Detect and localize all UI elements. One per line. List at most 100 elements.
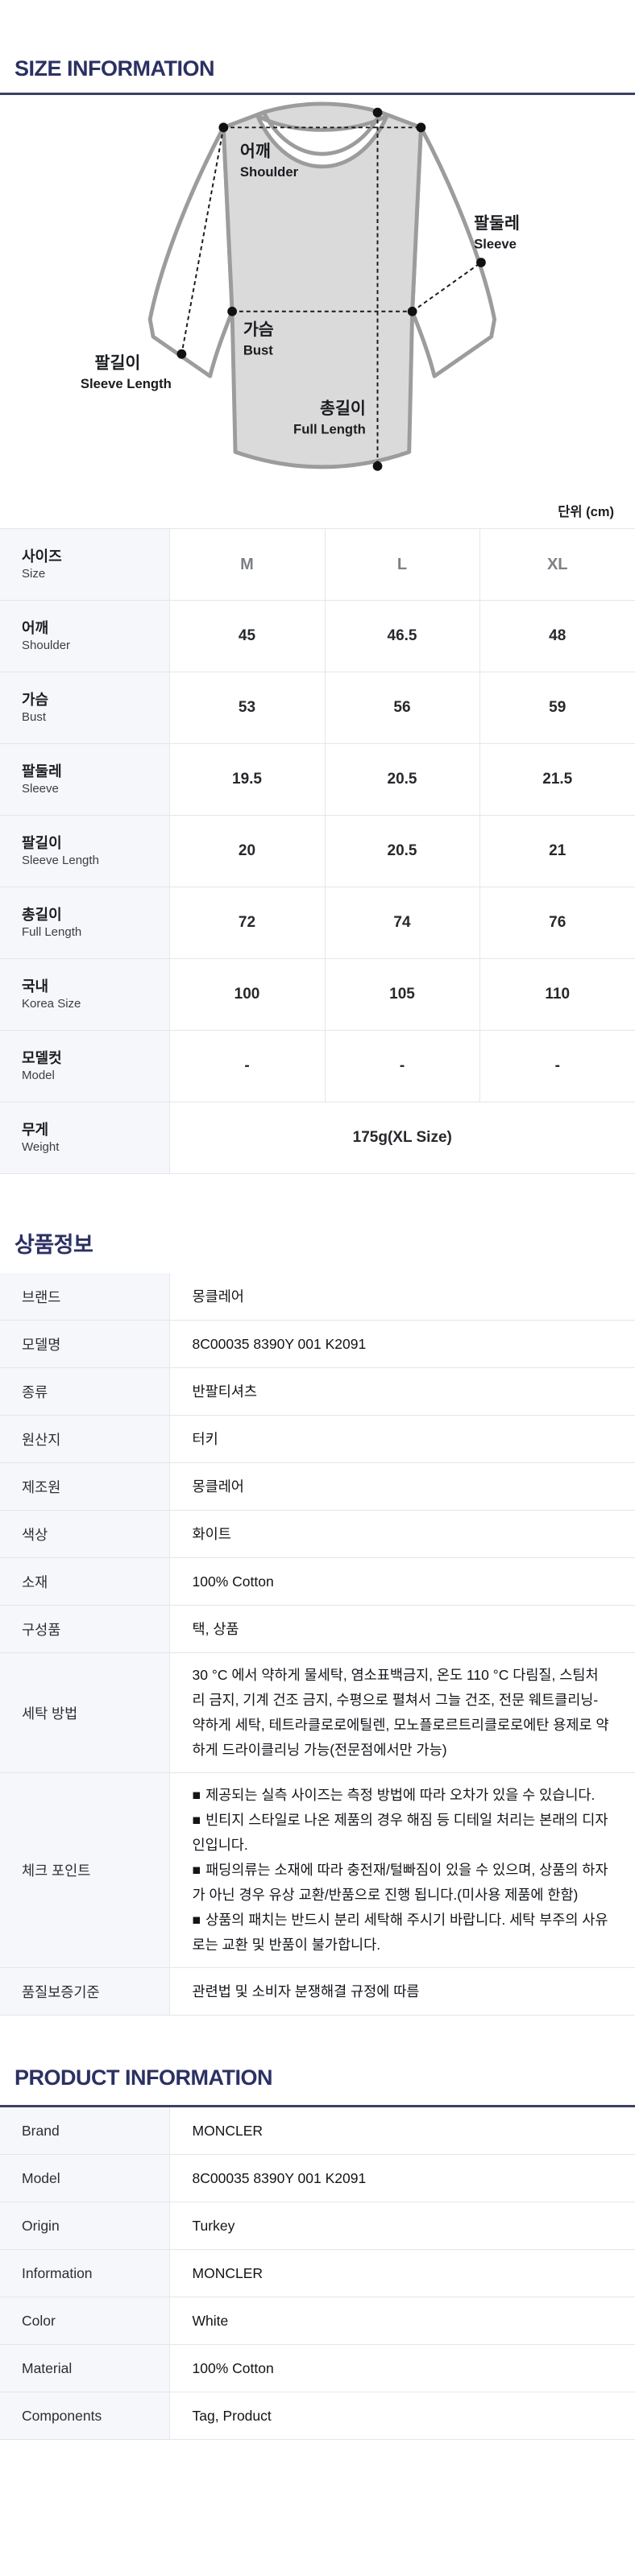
size-column-header: XL [479,528,635,601]
sleeve-length-dot [176,349,187,359]
shoulder-left-dot [218,122,229,133]
size-table-header-row: 사이즈 Size M L XL [0,528,635,601]
size-value-cell: 20.5 [325,815,480,887]
size-label-ko: 가슴 [22,691,49,708]
size-table-row: 팔둘레 Sleeve 19.5 20.5 21.5 [0,743,635,816]
info-row-value: 30 °C 에서 약하게 물세탁, 염소표백금지, 온도 110 °C 다림질,… [169,1652,635,1773]
size-table-row-label: 국내 Korea Size [0,958,170,1031]
product-info-ko-table: 브랜드 몽클레어 모델명 8C00035 8390Y 001 K2091 종류 반팔티셔츠… [0,1273,635,2016]
size-label-ko: 모델컷 [22,1049,62,1066]
tshirt-diagram-svg: 어깨 Shoulder 팔둘레 Sleeve 가슴 Bust 팔길이 Sleev… [81,101,520,471]
size-value-cell: 21.5 [479,743,635,816]
checkpoint-bullet-line: ■ 빈티지 스타일로 나온 제품의 경우 해짐 등 디테일 처리는 본래의 디자인… [193,1808,612,1858]
info-table-row: Origin Turkey [0,2202,635,2250]
full-length-dot [372,461,383,471]
size-table-row-label: 팔둘레 Sleeve [0,743,170,816]
size-value-cell: 56 [325,672,480,744]
size-label-ko: 어깨 [22,619,49,636]
size-value-cell: 100 [169,958,326,1031]
tshirt-right-sleeve [410,125,497,378]
info-row-value: MONCLER [169,2107,635,2155]
sleeve-circumference-dot [476,258,486,267]
size-span-value: 175g(XL Size) [169,1102,635,1174]
size-table-row: 팔길이 Sleeve Length 20 20.5 21 [0,815,635,887]
info-row-value: 몽클레어 [169,1273,635,1321]
full-length-label-en: Full Length [293,422,366,437]
info-row-label: 품질보증기준 [0,1967,170,2016]
info-row-label: 종류 [0,1367,170,1416]
size-value-cell: 53 [169,672,326,744]
size-value-cell: 59 [479,672,635,744]
size-value-cell: 20.5 [325,743,480,816]
info-row-value: Turkey [169,2202,635,2250]
info-row-value: 8C00035 8390Y 001 K2091 [169,2154,635,2202]
info-table-row: Color White [0,2297,635,2345]
tshirt-left-sleeve [147,125,234,378]
tshirt-body [221,101,423,469]
size-table-row-label: 팔길이 Sleeve Length [0,815,170,887]
info-row-label: 모델명 [0,1320,170,1368]
bust-label-ko: 가슴 [243,320,274,339]
tshirt-measurement-diagram: 어깨 Shoulder 팔둘레 Sleeve 가슴 Bust 팔길이 Sleev… [0,95,635,528]
size-label-en: Size [22,567,46,581]
size-label-en: Weight [22,1140,60,1155]
full-length-label-ko: 총길이 [320,399,366,418]
size-value-cell: 74 [325,887,480,959]
bust-right-dot [407,306,417,316]
info-table-row: 브랜드 몽클레어 [0,1273,635,1321]
size-table-row: 모델컷 Model - - - [0,1030,635,1102]
size-value-cell: 19.5 [169,743,326,816]
size-label-ko: 팔길이 [22,834,62,851]
info-row-label: Information [0,2249,170,2297]
info-row-value: MONCLER [169,2249,635,2297]
info-table-row: 품질보증기준 관련법 및 소비자 분쟁해결 규정에 따름 [0,1967,635,2016]
product-info-ko-section: 상품정보 브랜드 몽클레어 모델명 8C00035 8390Y 001 K2091 종류… [0,1227,635,2016]
size-label-en: Sleeve Length [22,854,99,868]
size-value-cell: - [325,1030,480,1102]
size-label-ko: 팔둘레 [22,763,62,779]
info-row-value: 100% Cotton [169,2344,635,2392]
info-row-value: 100% Cotton [169,1557,635,1606]
size-table-row: 국내 Korea Size 100 105 110 [0,958,635,1031]
info-row-value: White [169,2297,635,2345]
size-label-ko: 무게 [22,1121,49,1138]
info-row-value: Tag, Product [169,2392,635,2440]
info-row-label: Components [0,2392,170,2440]
info-row-label: 구성품 [0,1605,170,1653]
info-table-row: Information MONCLER [0,2249,635,2297]
size-value-cell: 105 [325,958,480,1031]
shoulder-label-ko: 어깨 [240,143,271,161]
section-divider [0,2105,635,2107]
bust-label-en: Bust [243,343,273,358]
size-value-cell: 76 [479,887,635,959]
tshirt-collar [255,114,389,169]
square-bullet-icon: ■ [192,1812,201,1828]
size-value-cell: 45 [169,600,326,672]
size-value-cell: 110 [479,958,635,1031]
checkpoint-bullet-line: ■ 패딩의류는 소재에 따라 충전재/털빠짐이 있을 수 있으며, 상품의 하자가… [193,1858,612,1908]
info-row-label: 제조원 [0,1462,170,1511]
product-info-en-section: PRODUCT INFORMATION Brand MONCLER Model 8C0… [0,2065,635,2440]
info-row-label: 소재 [0,1557,170,1606]
size-label-ko: 국내 [22,978,49,994]
info-row-label: Color [0,2297,170,2345]
info-row-value: 8C00035 8390Y 001 K2091 [169,1320,635,1368]
info-row-label: 세탁 방법 [0,1652,170,1773]
info-row-value: 관련법 및 소비자 분쟁해결 규정에 따름 [169,1967,635,2016]
info-table-row: 세탁 방법 30 °C 에서 약하게 물세탁, 염소표백금지, 온도 110 °C… [0,1652,635,1773]
info-table-row: Components Tag, Product [0,2392,635,2440]
info-row-value: 터키 [169,1415,635,1463]
info-row-value: 택, 상품 [169,1605,635,1653]
shoulder-label-en: Shoulder [240,164,299,180]
size-label-ko: 총길이 [22,906,62,923]
info-table-row: 구성품 택, 상품 [0,1605,635,1653]
size-value-cell: 72 [169,887,326,959]
size-value-cell: - [479,1030,635,1102]
size-table-row: 어깨 Shoulder 45 46.5 48 [0,600,635,672]
info-row-value: 몽클레어 [169,1462,635,1511]
size-label-ko: 사이즈 [22,548,62,564]
product-info-ko-title: 상품정보 [15,1233,93,1257]
info-row-value: ■ 제공되는 실측 사이즈는 측정 방법에 따라 오차가 있을 수 있습니다. ■ 빈… [169,1772,635,1968]
size-label-en: Sleeve [22,782,59,796]
size-information-title: SIZE INFORMATION [15,56,215,81]
